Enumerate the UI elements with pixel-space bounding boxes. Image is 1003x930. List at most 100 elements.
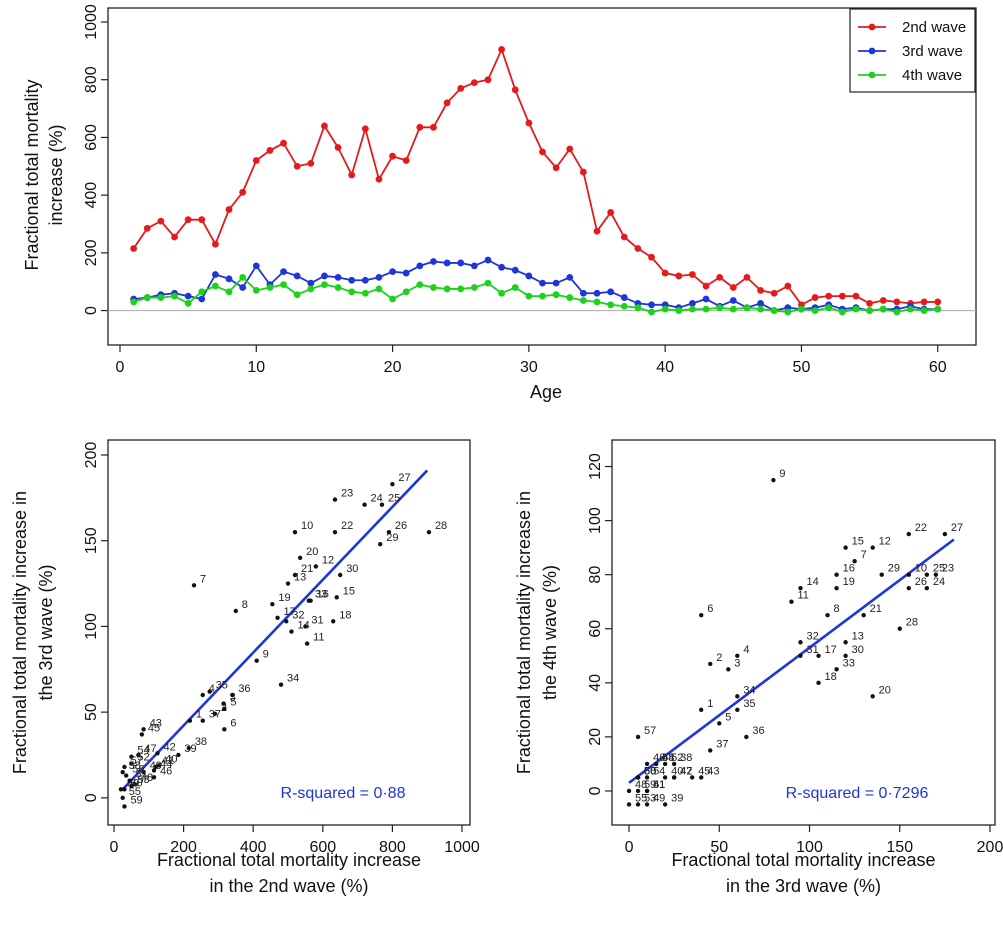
scatter-point-label: 48 xyxy=(141,772,153,784)
scatter-point xyxy=(843,545,848,550)
data-point xyxy=(702,295,710,303)
scatter-point-label: 35 xyxy=(743,698,755,710)
scatter-point xyxy=(426,529,432,535)
data-point xyxy=(743,273,751,281)
scatter-point-label: 46 xyxy=(653,752,665,764)
bottom-right-x-axis: 0 50 100 150 200 xyxy=(625,825,1003,856)
scatter-point xyxy=(379,502,385,507)
data-point xyxy=(443,99,451,107)
scatter-point xyxy=(313,564,319,569)
scatter-point xyxy=(671,775,677,780)
scatter-point xyxy=(635,734,641,740)
data-point xyxy=(225,206,233,213)
data-point xyxy=(825,292,833,300)
data-point xyxy=(171,233,178,241)
scatter-point xyxy=(122,804,127,809)
scatter-point xyxy=(334,595,339,600)
scatter-point-label: 17 xyxy=(284,606,296,618)
top-x-axis: 0 10 20 30 40 50 60 xyxy=(116,345,947,376)
x-axis-title-line: Fractional total mortality increase xyxy=(671,850,935,870)
data-point xyxy=(130,245,138,252)
scatter-point xyxy=(897,626,902,631)
data-point xyxy=(525,292,533,300)
bottom-right-plot-frame xyxy=(611,439,996,826)
bottom-left-x-tick-label: 600 xyxy=(309,839,336,856)
scatter-point xyxy=(924,585,930,591)
scatter-point xyxy=(338,572,343,578)
data-point xyxy=(389,295,396,303)
scatter-point-label: 7 xyxy=(200,573,206,585)
data-point xyxy=(307,285,315,293)
data-point xyxy=(498,289,506,297)
data-point xyxy=(579,289,587,297)
scatter-point xyxy=(924,572,930,577)
scatter-point-label: 12 xyxy=(322,554,334,566)
scatter-point-label: 17 xyxy=(825,644,837,656)
scatter-point xyxy=(879,572,884,577)
scatter-point xyxy=(127,778,132,783)
data-point xyxy=(212,271,219,278)
scatter-point-label: 6 xyxy=(230,717,236,729)
scatter-point-label: 19 xyxy=(278,592,290,604)
data-point xyxy=(838,292,846,300)
bottom-right-y-tick-label: 60 xyxy=(587,620,604,638)
scatter-point xyxy=(798,640,803,645)
scatter-point-label: 36 xyxy=(238,683,250,695)
data-point xyxy=(416,123,424,131)
scatter-point-label: 45 xyxy=(698,765,710,777)
top-x-tick-label: 30 xyxy=(520,359,538,376)
data-point xyxy=(907,305,914,313)
data-point xyxy=(634,304,642,312)
bottom-right-y-tick-label: 120 xyxy=(587,453,604,480)
scatter-point-label: 28 xyxy=(906,617,918,629)
data-point xyxy=(784,308,792,316)
data-point xyxy=(811,307,819,314)
scatter-point xyxy=(798,653,803,658)
data-point xyxy=(757,305,764,313)
scatter-point-label: 26 xyxy=(395,520,407,532)
data-point xyxy=(416,262,424,270)
data-point xyxy=(770,289,778,297)
scatter-point-label: 51 xyxy=(136,769,148,781)
scatter-point-label: 40 xyxy=(671,765,683,777)
data-point xyxy=(212,282,219,290)
data-point xyxy=(484,279,492,287)
scatter-point xyxy=(635,802,641,807)
bottom-right-y-tick-label: 100 xyxy=(587,507,604,534)
top-y-tick-label: 0 xyxy=(83,306,100,315)
scatter-point xyxy=(653,761,659,767)
data-point xyxy=(566,273,574,281)
scatter-point xyxy=(153,764,158,770)
y-axis-title-line: Fractional total mortality increase in xyxy=(10,491,30,774)
data-point xyxy=(171,292,178,300)
scatter-point-label: 50 xyxy=(644,765,656,777)
data-point xyxy=(607,288,615,296)
data-point xyxy=(143,294,151,301)
scatter-point xyxy=(635,775,641,780)
data-point xyxy=(920,307,928,314)
scatter-point-label: 41 xyxy=(653,779,665,791)
scatter-point xyxy=(275,615,280,621)
scatter-point xyxy=(254,658,259,663)
y-axis-title-line: increase (%) xyxy=(46,124,66,225)
scatter-point-label: 27 xyxy=(398,472,410,484)
data-point xyxy=(389,268,396,276)
scatter-point xyxy=(662,802,668,807)
data-point xyxy=(729,284,737,291)
legend-entry: 4th wave xyxy=(902,67,962,84)
scatter-point xyxy=(870,545,875,550)
scatter-point xyxy=(222,706,227,711)
scatter-point xyxy=(689,775,695,780)
scatter-point-label: 31 xyxy=(311,614,323,626)
data-point xyxy=(443,285,451,293)
data-point xyxy=(402,269,410,277)
scatter-point xyxy=(155,751,160,756)
top-x-tick-label: 60 xyxy=(929,359,947,376)
scatter-point xyxy=(798,585,803,591)
scatter-point-label: 37 xyxy=(209,709,221,721)
legend: 2nd wave 3rd wave 4th wave xyxy=(849,8,976,93)
data-point xyxy=(239,284,247,291)
scatter-point xyxy=(843,653,848,658)
scatter-point xyxy=(644,775,650,780)
data-point xyxy=(239,188,247,196)
